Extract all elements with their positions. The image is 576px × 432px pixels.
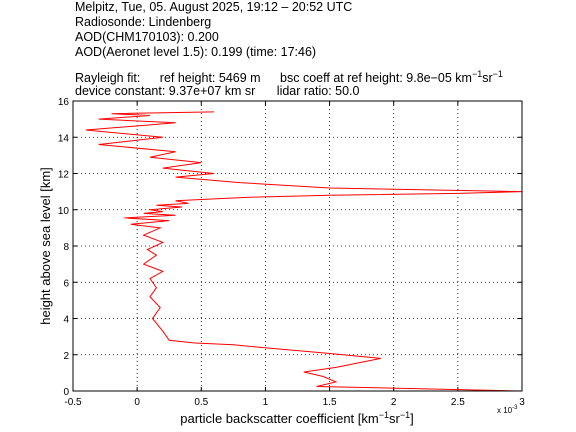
x-tick-label: 0 xyxy=(134,397,140,408)
x-tick-label: -0.5 xyxy=(64,397,82,408)
bsc-coeff-label: bsc coeff at ref height: 9.8e−05 km−1sr−… xyxy=(280,69,503,86)
y-tick-labels: 0 2 4 6 8 10 12 14 16 xyxy=(58,97,70,398)
x-tick-label: 1 xyxy=(263,397,269,408)
x-tick-label: 3 xyxy=(519,397,525,408)
lidar-ratio-label: lidar ratio: 50.0 xyxy=(276,84,360,98)
y-axis-label: height above sea level [km] xyxy=(38,167,53,325)
plot-frame xyxy=(72,100,523,392)
y-tick-label: 14 xyxy=(58,133,70,144)
y-tick-label: 4 xyxy=(63,315,69,326)
backscatter-profile-line xyxy=(85,111,522,391)
y-tick-label: 0 xyxy=(63,387,69,398)
x-tick-label: 2 xyxy=(391,397,397,408)
header-line-radiosonde: Radiosonde: Lindenberg xyxy=(75,15,212,29)
rayleigh-fit-label: Rayleigh fit: xyxy=(75,71,141,86)
x-tick-labels: -0.5 0 0.5 1 1.5 2 2.5 3 xyxy=(64,397,525,408)
grid xyxy=(73,101,522,391)
series-group xyxy=(85,111,522,391)
header-line-aod-chm: AOD(CHM170103): 0.200 xyxy=(75,30,219,44)
y-tick-label: 8 xyxy=(63,242,69,253)
device-constant-label: device constant: 9.37e+07 km sr xyxy=(75,84,256,98)
y-tick-label: 10 xyxy=(58,206,70,217)
y-tick-label: 12 xyxy=(58,170,70,181)
x-tick-label: 1.5 xyxy=(323,397,337,408)
x-multiplier-label: x 10-3 xyxy=(497,405,518,415)
ref-height-label: ref height: 5469 m xyxy=(159,71,261,86)
x-tick-label: 0.5 xyxy=(194,397,208,408)
y-tick-label: 16 xyxy=(58,97,70,108)
header-line-device: device constant: 9.37e+07 km sr lidar ra… xyxy=(75,84,359,99)
x-tick-label: 2.5 xyxy=(451,397,465,408)
header-line-location-time: Melpitz, Tue, 05. August 2025, 19:12 – 2… xyxy=(75,0,353,14)
header-line-aod-aeronet: AOD(Aeronet level 1.5): 0.199 (time: 17:… xyxy=(75,45,317,59)
x-axis-label: particle backscatter coefficient [km−1sr… xyxy=(180,410,413,426)
header-line-rayleigh: Rayleigh fit: ref height: 5469 m bsc coe… xyxy=(75,67,503,86)
y-tick-label: 2 xyxy=(63,351,69,362)
y-tick-label: 6 xyxy=(63,278,69,289)
